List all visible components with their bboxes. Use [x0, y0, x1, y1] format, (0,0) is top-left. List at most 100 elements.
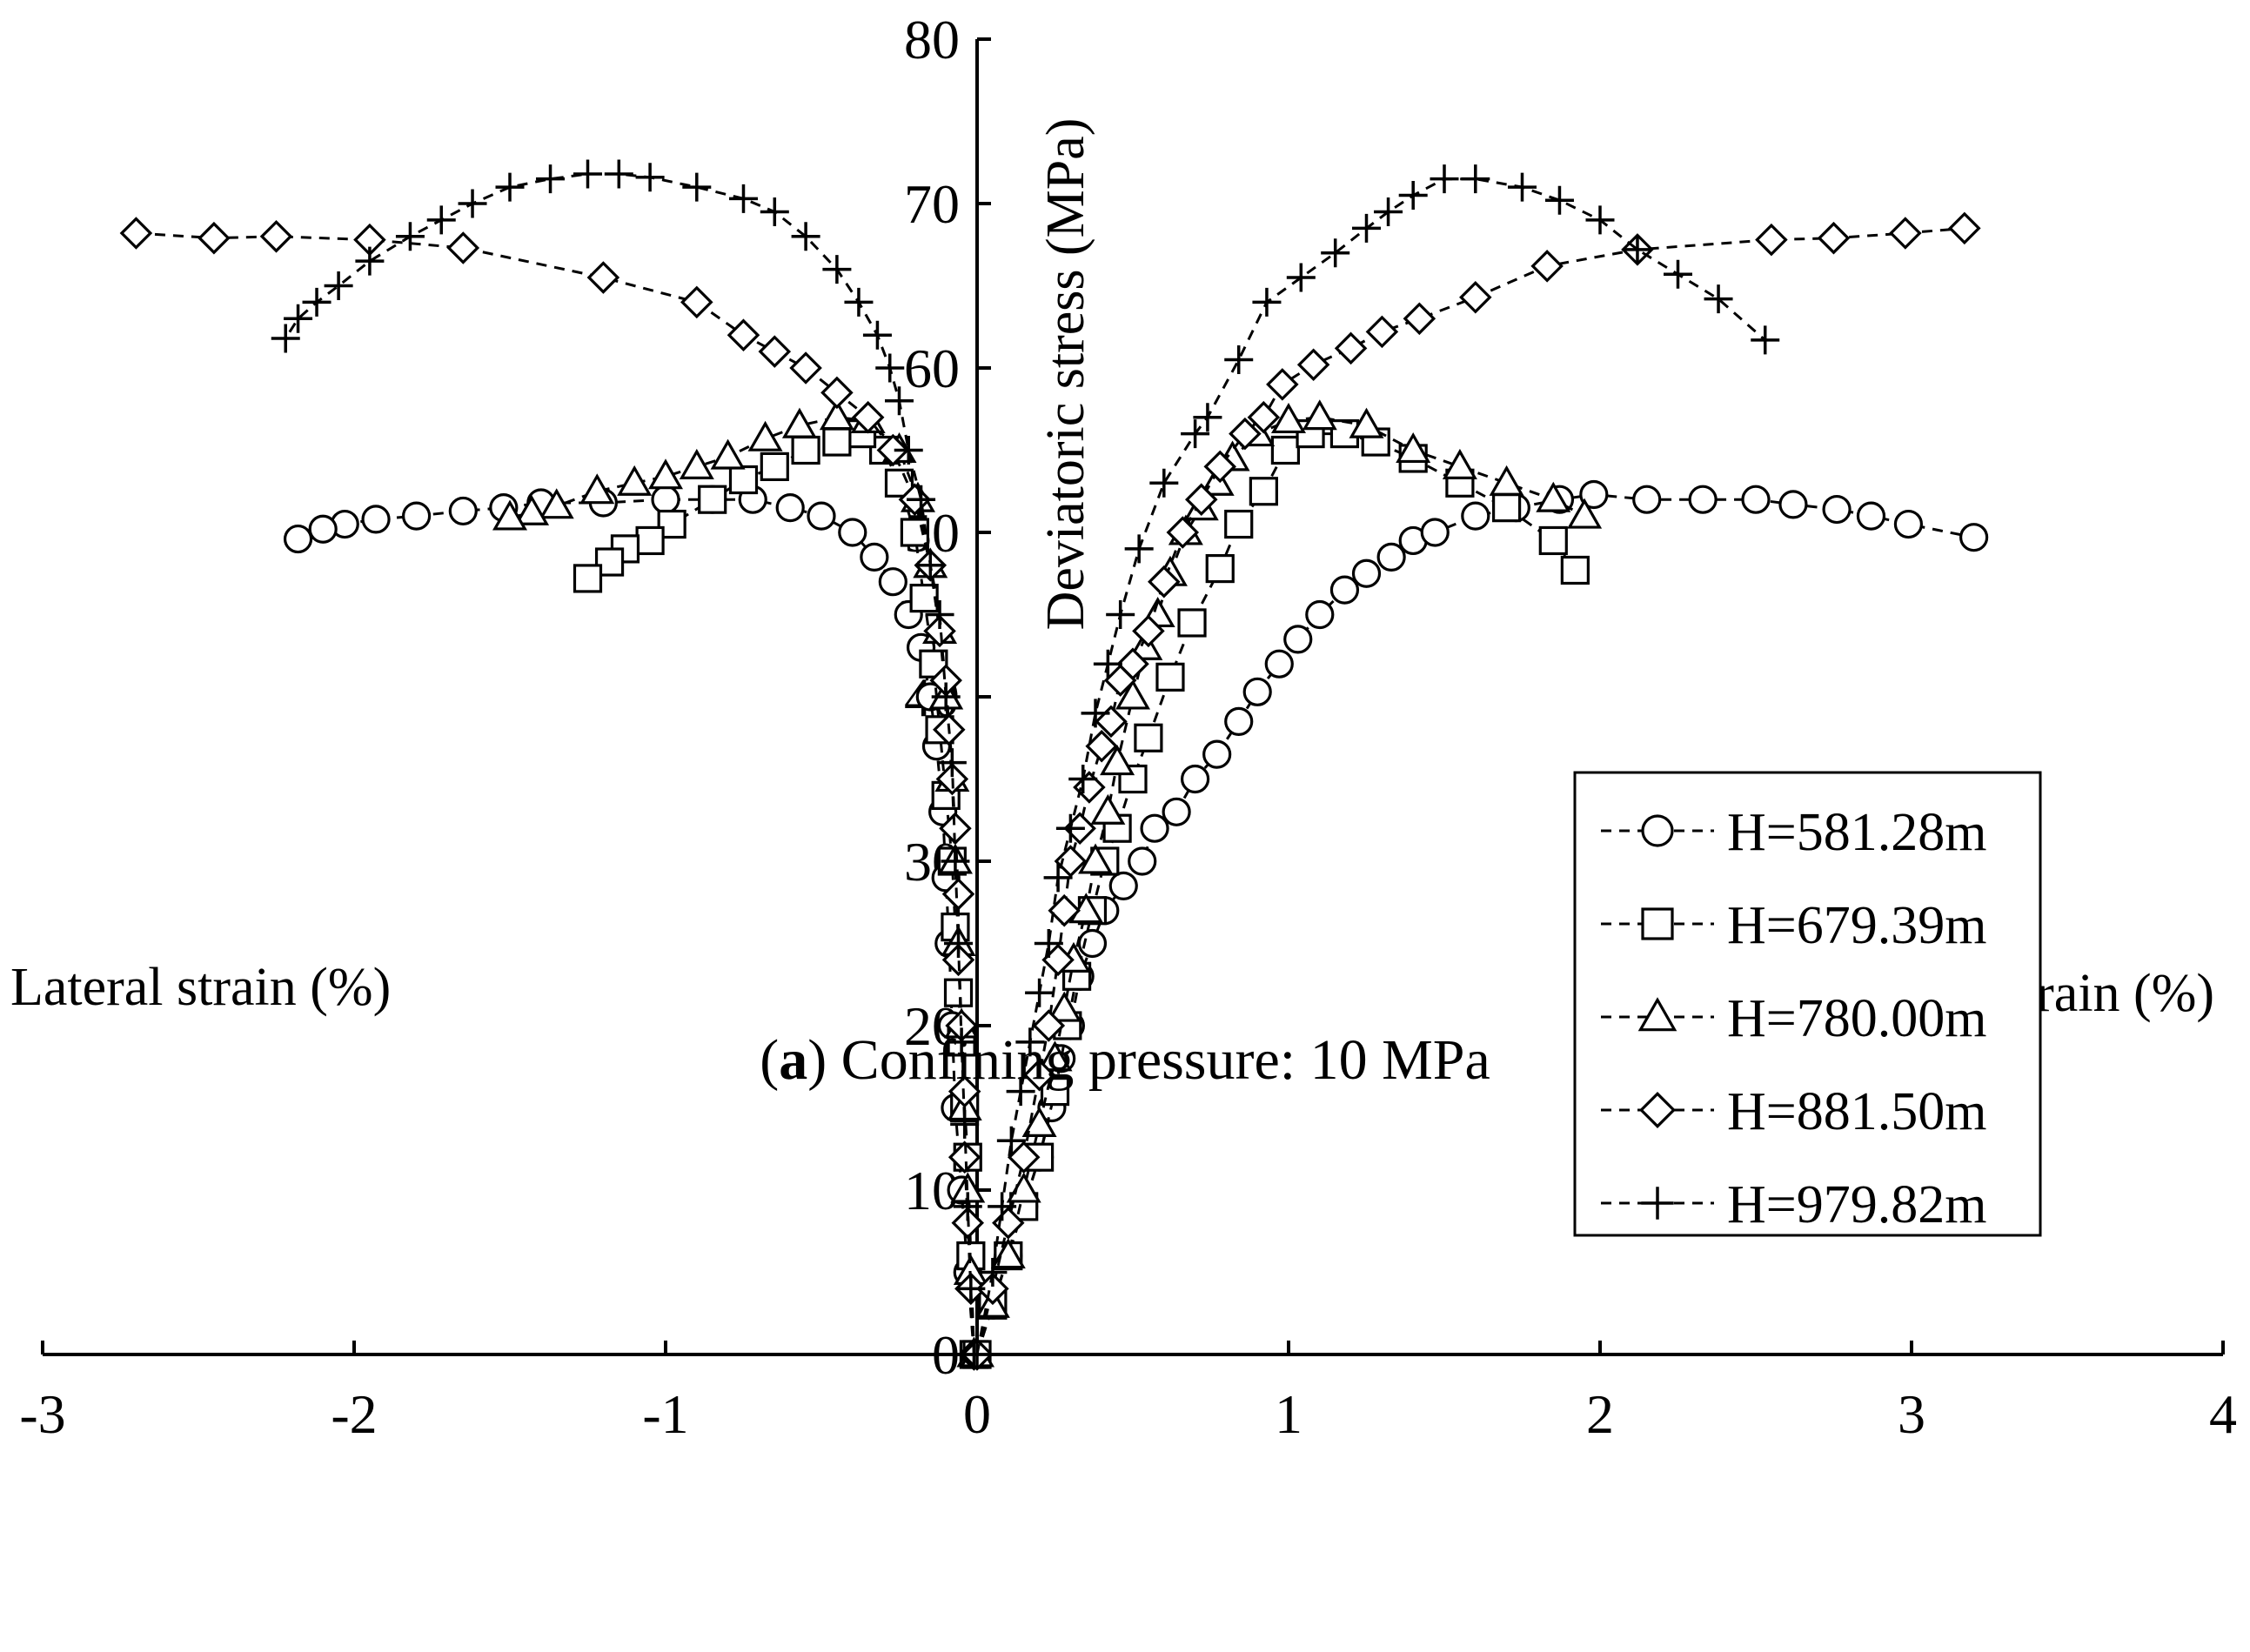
data-point-plus [573, 159, 602, 189]
legend-label: H=881.50m [1727, 1082, 1986, 1141]
data-point-plus [1398, 181, 1428, 211]
data-point-diamond [923, 614, 956, 648]
data-point-plus [944, 929, 974, 958]
data-point-circle [1202, 739, 1232, 769]
data-point-diamond [1817, 221, 1851, 255]
series-layer [119, 159, 1989, 1371]
data-point-plus [875, 353, 905, 383]
data-point-triangle [819, 399, 854, 431]
data-point-plus [1508, 172, 1537, 202]
data-point-circle [1959, 523, 1989, 552]
data-point-triangle [1037, 1040, 1073, 1072]
data-point-diamond [1007, 1140, 1041, 1174]
data-point-triangle [492, 499, 528, 531]
x-tick-label: 4 [2209, 1383, 2237, 1445]
data-point-square [1641, 907, 1674, 940]
legend-label: H=679.39m [1727, 896, 1986, 955]
data-point-circle [1822, 494, 1852, 525]
data-point-triangle [539, 488, 574, 519]
data-point-square [1205, 553, 1235, 584]
x-tick-label: -2 [331, 1383, 377, 1445]
data-point-circle [283, 524, 313, 554]
legend-label: H=780.00m [1727, 989, 1986, 1048]
data-point-circle [651, 485, 680, 514]
data-point-circle [1305, 599, 1335, 630]
data-point-diamond [1229, 417, 1262, 451]
data-point-plus [1034, 929, 1063, 958]
data-point-circle [308, 514, 338, 544]
data-point-plus [1461, 164, 1490, 194]
data-point-plus [1193, 403, 1222, 432]
data-point-diamond [1148, 565, 1181, 599]
data-point-diamond [1116, 647, 1149, 680]
data-point-plus [907, 485, 936, 514]
data-point-circle [1140, 813, 1169, 843]
data-point-plus [760, 197, 789, 226]
data-point-plus [962, 1340, 992, 1369]
x-tick-label: -3 [19, 1383, 65, 1445]
data-point-plus [947, 1027, 976, 1057]
data-point-circle [860, 542, 889, 572]
data-point-plus [941, 846, 970, 876]
data-point-circle [775, 493, 805, 523]
data-point-triangle [647, 458, 684, 490]
data-point-triangle [1006, 1172, 1041, 1203]
y-tick-label: 0 [932, 1324, 960, 1386]
data-point-plus [950, 1109, 980, 1139]
data-point-plus [458, 189, 487, 218]
data-point-plus [1321, 238, 1350, 268]
data-point-square [635, 525, 665, 556]
data-point-triangle [990, 1238, 1026, 1269]
data-point-triangle [579, 473, 615, 505]
x-tick-label: 1 [1275, 1383, 1302, 1445]
data-point-triangle [710, 438, 746, 470]
data-point-plus [1224, 345, 1254, 375]
data-point-square [791, 435, 820, 465]
x-tick-label: 0 [963, 1383, 991, 1445]
data-point-plus [885, 386, 914, 416]
data-point-square [1560, 555, 1590, 585]
data-point-triangle [1270, 403, 1307, 434]
data-point-plus [1352, 213, 1381, 243]
data-point-circle [1632, 485, 1662, 514]
data-point-diamond [1054, 845, 1088, 878]
data-point-diamond [1889, 217, 1922, 250]
series-line-lateral [284, 172, 975, 1355]
data-point-square [909, 583, 939, 613]
data-point-circle [1077, 928, 1108, 959]
data-point-triangle [1489, 465, 1524, 496]
data-point-diamond [851, 400, 885, 434]
legend-item: H=581.28m [1601, 803, 1986, 862]
data-point-plus [302, 287, 331, 317]
data-point-circle [1420, 518, 1450, 547]
y-tick-label: 80 [904, 9, 960, 70]
data-point-triangle [1115, 679, 1151, 710]
data-point-diamond [119, 217, 153, 250]
data-point-plus [1374, 197, 1403, 226]
data-point-diamond [976, 1272, 1009, 1306]
data-point-diamond [727, 318, 760, 351]
data-point-diamond [1166, 516, 1200, 549]
data-point-plus [729, 184, 758, 213]
data-point-square [1249, 477, 1278, 506]
data-point-plus [988, 1192, 1017, 1221]
data-point-plus [925, 600, 954, 629]
data-point-plus [956, 1274, 986, 1303]
data-point-square [760, 451, 789, 482]
data-point-plus [1585, 205, 1615, 235]
legend: H=581.28m H=679.39m H=780.00m H=881.50m H=97… [1573, 771, 2042, 1237]
data-point-plus [953, 1192, 982, 1221]
series-h-979-82m [271, 159, 1780, 1369]
data-point-diamond [789, 351, 822, 385]
data-point-plus [862, 320, 892, 350]
data-point-plus [1252, 287, 1282, 317]
data-point-plus [1025, 978, 1055, 1007]
data-point-plus [915, 551, 945, 580]
data-point-circle [402, 501, 432, 531]
data-point-plus [284, 304, 313, 333]
data-point-square [1134, 723, 1163, 752]
data-point-triangle [1442, 448, 1477, 479]
data-point-plus [844, 287, 874, 317]
data-point-circle [1329, 575, 1360, 605]
data-point-plus [1106, 600, 1135, 629]
